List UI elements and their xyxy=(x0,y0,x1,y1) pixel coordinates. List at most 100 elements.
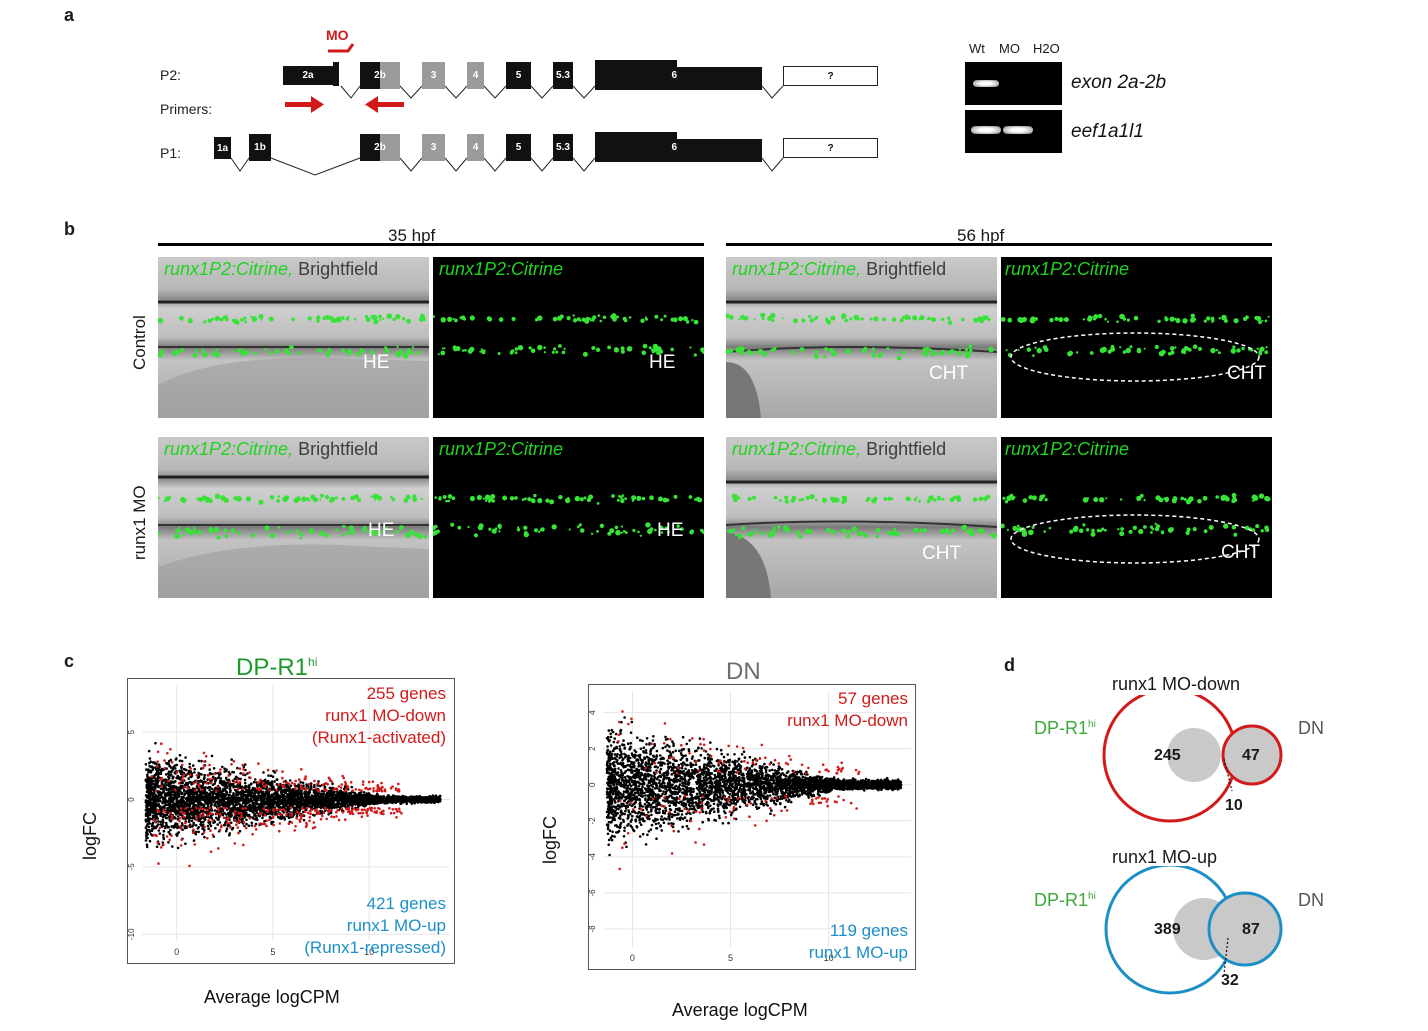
fluorescent-cell xyxy=(805,495,810,500)
data-point xyxy=(228,787,232,791)
fluorescent-cell xyxy=(1126,318,1130,322)
fluorescent-cell xyxy=(1120,527,1124,531)
fluorescent-cell xyxy=(666,498,670,502)
fluorescent-cell xyxy=(596,502,600,505)
fluorescent-cell xyxy=(1173,317,1177,321)
fluorescent-cell xyxy=(450,522,455,527)
fluorescent-cell xyxy=(779,529,781,532)
data-point xyxy=(195,812,199,815)
p2-exon-4: 4 xyxy=(467,62,484,89)
fluorescent-cell xyxy=(622,316,627,321)
fluorescent-cell xyxy=(1105,497,1108,500)
fluorescent-cell xyxy=(660,318,664,322)
fluorescent-cell xyxy=(433,532,435,536)
fluorescent-cell xyxy=(239,353,243,356)
data-point xyxy=(165,816,168,820)
fluorescent-cell xyxy=(1221,494,1226,499)
fluorescent-cell xyxy=(875,534,879,539)
fluorescent-cell xyxy=(1221,314,1227,321)
fluorescent-cell xyxy=(1022,498,1028,503)
data-point xyxy=(227,806,231,810)
fluorescent-cell xyxy=(639,534,642,537)
fluorescent-cell xyxy=(1063,317,1069,323)
data-point xyxy=(269,809,273,813)
fluorescent-cell xyxy=(464,348,467,352)
fluorescent-cell xyxy=(883,497,888,501)
fluorescent-cell xyxy=(599,319,603,323)
fluorescent-cell xyxy=(1004,500,1009,504)
fluorescent-cell xyxy=(615,529,621,536)
fluorescent-cell xyxy=(1129,345,1133,349)
fluorescent-cell xyxy=(539,529,542,532)
fluorescent-cell xyxy=(685,320,690,324)
data-point xyxy=(161,841,165,844)
fluorescent-cell xyxy=(616,315,619,319)
fluorescent-cell xyxy=(534,318,539,322)
fluorescent-cell xyxy=(412,497,418,502)
fluorescent-cell xyxy=(928,348,933,352)
micrograph-texture xyxy=(1001,492,1271,564)
fluorescent-cell xyxy=(335,528,339,532)
fluorescent-cell xyxy=(739,346,745,352)
fluorescent-cell xyxy=(419,313,425,319)
data-point xyxy=(206,802,209,806)
condition-runx1-mo: runx1 MO xyxy=(130,485,149,560)
data-point xyxy=(248,785,251,789)
data-point xyxy=(173,825,177,829)
data-point xyxy=(152,782,156,786)
fluorescent-cell xyxy=(1230,348,1236,354)
data-point xyxy=(175,804,178,807)
fluorescent-cell xyxy=(619,495,623,499)
p1-exon-6-label: 6 xyxy=(671,141,677,153)
fluorescent-cell xyxy=(392,317,396,322)
fluorescent-cell xyxy=(552,316,558,322)
fluorescent-cell xyxy=(1232,345,1236,349)
fluorescent-cell xyxy=(912,348,915,352)
data-point xyxy=(219,794,222,797)
data-point xyxy=(151,814,155,818)
data-point xyxy=(297,783,300,786)
data-point xyxy=(292,799,295,802)
fluorescent-cell xyxy=(220,495,226,501)
data-point xyxy=(299,793,303,797)
fluorescent-cell xyxy=(841,528,846,534)
fluorescent-cell xyxy=(846,529,852,535)
data-point xyxy=(260,792,264,796)
data-point xyxy=(180,802,183,806)
fluorescent-cell xyxy=(244,350,250,355)
fluorescent-cell xyxy=(346,315,350,319)
region-cht: CHT xyxy=(1227,363,1267,384)
data-point xyxy=(261,800,264,803)
data-point xyxy=(145,828,149,832)
fluorescent-cell xyxy=(952,495,957,500)
data-point xyxy=(438,794,442,798)
p2-exon-6-utr-top xyxy=(677,60,762,67)
fluorescent-cell xyxy=(937,496,942,501)
data-point xyxy=(295,792,298,795)
fluorescent-cell xyxy=(1163,497,1166,500)
region-he: HE xyxy=(363,352,390,373)
data-point xyxy=(148,828,151,832)
data-point xyxy=(359,801,362,804)
fluorescent-cell xyxy=(1048,526,1052,530)
data-point xyxy=(331,782,334,786)
data-point xyxy=(178,799,182,802)
fluorescent-cell xyxy=(825,317,828,320)
data-point xyxy=(257,802,260,806)
fluorescent-cell xyxy=(1158,497,1164,503)
data-point xyxy=(147,794,151,798)
fluorescent-cell xyxy=(961,317,965,322)
data-point xyxy=(164,793,167,797)
fluorescent-cell xyxy=(1259,347,1263,351)
fluorescent-cell xyxy=(585,316,590,321)
data-point xyxy=(199,817,203,820)
data-point xyxy=(279,801,282,804)
fluorescent-cell xyxy=(537,344,543,351)
fluorescent-cell xyxy=(269,495,275,500)
fluorescent-cell xyxy=(841,315,845,320)
fluorescent-cell xyxy=(962,524,967,530)
fluorescent-cell xyxy=(479,350,482,353)
fluorescent-cell xyxy=(392,531,395,535)
data-point xyxy=(174,791,177,795)
data-point xyxy=(219,777,223,780)
